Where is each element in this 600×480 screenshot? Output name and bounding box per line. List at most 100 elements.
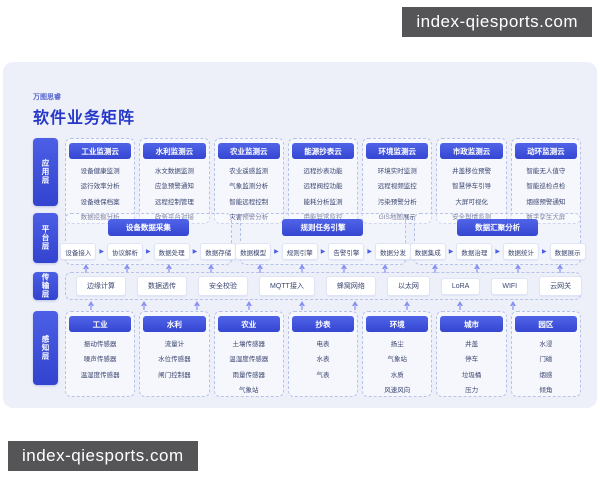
platform-group-rule-engine: 规则任务引擎 数据模型 规则引擎 告警引擎 数据分发 (235, 213, 411, 265)
app-card-title: 水利监测云 (143, 143, 206, 159)
up-arrow-icon (165, 264, 173, 274)
transmission-layer-row: 传输层 边缘计算 数据透传 安全校验 MQTT接入 蜂窝网络 以太网 LoRA … (33, 272, 583, 300)
flow-arrow-icon (495, 249, 500, 255)
perception-card-park: 园区 水浸 门磁 烟感 倾角 (510, 311, 581, 397)
perception-card-item: 水质 (390, 371, 404, 379)
flow-step: 数据模型 (235, 243, 272, 260)
app-card-item: 设备健康监测 (80, 167, 120, 175)
perception-card-item: 倾角 (539, 387, 553, 394)
up-arrow-icon (140, 301, 148, 311)
transmission-item: 安全校验 (198, 276, 248, 296)
flow-arrow-icon (146, 249, 151, 255)
perception-card-title: 水利 (143, 316, 206, 332)
app-card-item: GIS地图展示 (378, 214, 416, 221)
app-card-water: 水利监测云 水文数据监测 应急预警通知 远程控制管理 政务平台对接 (139, 138, 210, 224)
perception-cards: 工业 振动传感器 噪声传感器 温湿度传感器 水利 流量计 水位传感器 闸门控制器… (65, 311, 581, 397)
perception-card-meter: 抄表 电表 水表 气表 (287, 311, 359, 397)
transmission-item: LoRA (440, 277, 481, 295)
perception-card-item: 振动传感器 (83, 340, 117, 348)
app-card-item: 用能异常监控 (303, 214, 343, 221)
app-card-item: 智慧停车引导 (452, 183, 492, 190)
platform-layer-row: 平台层 设备数据采集 设备接入 协议解析 数据处理 数据存储 规则任务引擎 数据… (33, 213, 586, 265)
flow-step: 规则引擎 (281, 243, 318, 260)
app-card-item: 数字孪生大屏 (526, 214, 566, 221)
up-arrow-icon (403, 301, 411, 311)
perception-card-title: 工业 (69, 316, 132, 332)
app-card-power-env: 动环监测云 智能无人值守 智能巡检点检 烟感预警通知 数字孪生大屏 (510, 138, 581, 224)
perception-card-city: 城市 井盖 停车 垃圾桶 压力 (436, 311, 507, 397)
up-arrow-icon (245, 301, 253, 311)
up-arrow-icon (381, 264, 389, 274)
app-card-title: 能源抄表云 (291, 143, 355, 159)
perception-card-item: 扬尘 (390, 340, 404, 348)
app-card-item: 安全舆情监测 (452, 214, 492, 221)
arrows-transmission-to-platform (65, 264, 581, 274)
app-card-item: 农业遥感监测 (229, 167, 269, 175)
panel-header: 万图思睿 软件业务矩阵 (33, 92, 135, 128)
app-card-title: 动环监测云 (514, 143, 577, 159)
perception-card-environment: 环境 扬尘 气象站 水质 风速风向 (362, 311, 433, 397)
app-card-item: 污染预警分析 (377, 198, 417, 206)
brand-name: 万图思睿 (33, 94, 61, 101)
flow-step: 数据统计 (502, 243, 539, 260)
application-layer-row: 应用层 工业监测云 设备健康监测 运行效率分析 设备维保档案 数据挖掘分析 水利… (33, 138, 581, 224)
perception-card-item: 烟感 (539, 371, 553, 379)
perception-card-item: 压力 (465, 387, 479, 394)
perception-card-title: 园区 (514, 316, 577, 332)
platform-flow: 数据集成 数据治理 数据统计 数据展示 (409, 243, 586, 260)
layer-label-perception: 感知层 (33, 311, 58, 385)
app-card-title: 市政监测云 (440, 143, 503, 159)
perception-card-item: 噪声传感器 (83, 356, 117, 363)
perception-card-water: 水利 流量计 水位传感器 闸门控制器 (139, 311, 210, 397)
flow-step: 数据展示 (549, 243, 586, 260)
up-arrow-icon (207, 264, 215, 274)
up-arrow-icon (87, 301, 95, 311)
perception-card-item: 井盖 (465, 340, 479, 348)
flow-step: 设备接入 (60, 243, 97, 260)
perception-card-item: 气表 (316, 371, 330, 379)
flow-step: 告警引擎 (328, 243, 365, 260)
up-arrow-icon (351, 301, 359, 311)
flow-step: 协议解析 (107, 243, 144, 260)
platform-groups: 设备数据采集 设备接入 协议解析 数据处理 数据存储 规则任务引擎 数据模型 规… (60, 213, 586, 265)
layer-label-platform: 平台层 (33, 213, 58, 263)
perception-card-item: 水位传感器 (158, 356, 191, 363)
app-card-item: 智能无人值守 (526, 167, 566, 175)
perception-card-item: 门磁 (539, 356, 553, 363)
transmission-item: 边缘计算 (76, 276, 126, 296)
app-card-item: 井盖移位预警 (452, 167, 492, 175)
app-card-municipal: 市政监测云 井盖移位预警 智慧停车引导 大屏可视化 安全舆情监测 (436, 138, 507, 224)
app-card-item: 运行效率分析 (80, 183, 120, 190)
perception-card-item: 气象站 (387, 356, 408, 363)
perception-card-item: 停车 (465, 356, 479, 363)
arrow-cell (414, 264, 581, 274)
transmission-item: 数据透传 (137, 276, 187, 296)
up-arrow-icon (193, 301, 201, 311)
platform-group-data-analysis: 数据汇聚分析 数据集成 数据治理 数据统计 数据展示 (409, 213, 586, 265)
watermark-top: index-qiesports.com (402, 7, 592, 37)
app-card-item: 水文数据监测 (154, 167, 194, 175)
transmission-item: 云网关 (539, 276, 583, 296)
app-card-item: 政务平台对接 (154, 214, 194, 221)
up-arrow-icon (298, 264, 306, 274)
up-arrow-icon (456, 301, 464, 311)
flow-arrow-icon (193, 249, 198, 255)
perception-card-item: 雨量传感器 (232, 371, 265, 379)
app-card-item: 数据挖掘分析 (80, 214, 120, 221)
flow-step: 数据分发 (374, 243, 411, 260)
perception-card-item: 水浸 (539, 340, 553, 348)
app-card-item: 远程视频监控 (377, 183, 417, 190)
flow-step: 数据集成 (409, 243, 446, 260)
platform-group-title: 数据汇聚分析 (457, 219, 539, 236)
app-card-industry: 工业监测云 设备健康监测 运行效率分析 设备维保档案 数据挖掘分析 (65, 138, 136, 224)
up-arrow-icon (298, 301, 306, 311)
platform-group-data-collection: 设备数据采集 设备接入 协议解析 数据处理 数据存储 (60, 213, 237, 265)
flow-arrow-icon (99, 249, 104, 255)
app-card-title: 环境监测云 (366, 143, 429, 159)
app-card-item: 灾害预警分析 (229, 214, 269, 221)
perception-layer-row: 感知层 工业 振动传感器 噪声传感器 温湿度传感器 水利 流量计 水位传感器 闸… (33, 311, 581, 397)
transmission-item: 蜂窝网络 (325, 276, 376, 296)
perception-card-title: 抄表 (291, 316, 355, 332)
app-card-title: 农业监测云 (217, 143, 280, 159)
platform-group-title: 设备数据采集 (107, 219, 189, 236)
